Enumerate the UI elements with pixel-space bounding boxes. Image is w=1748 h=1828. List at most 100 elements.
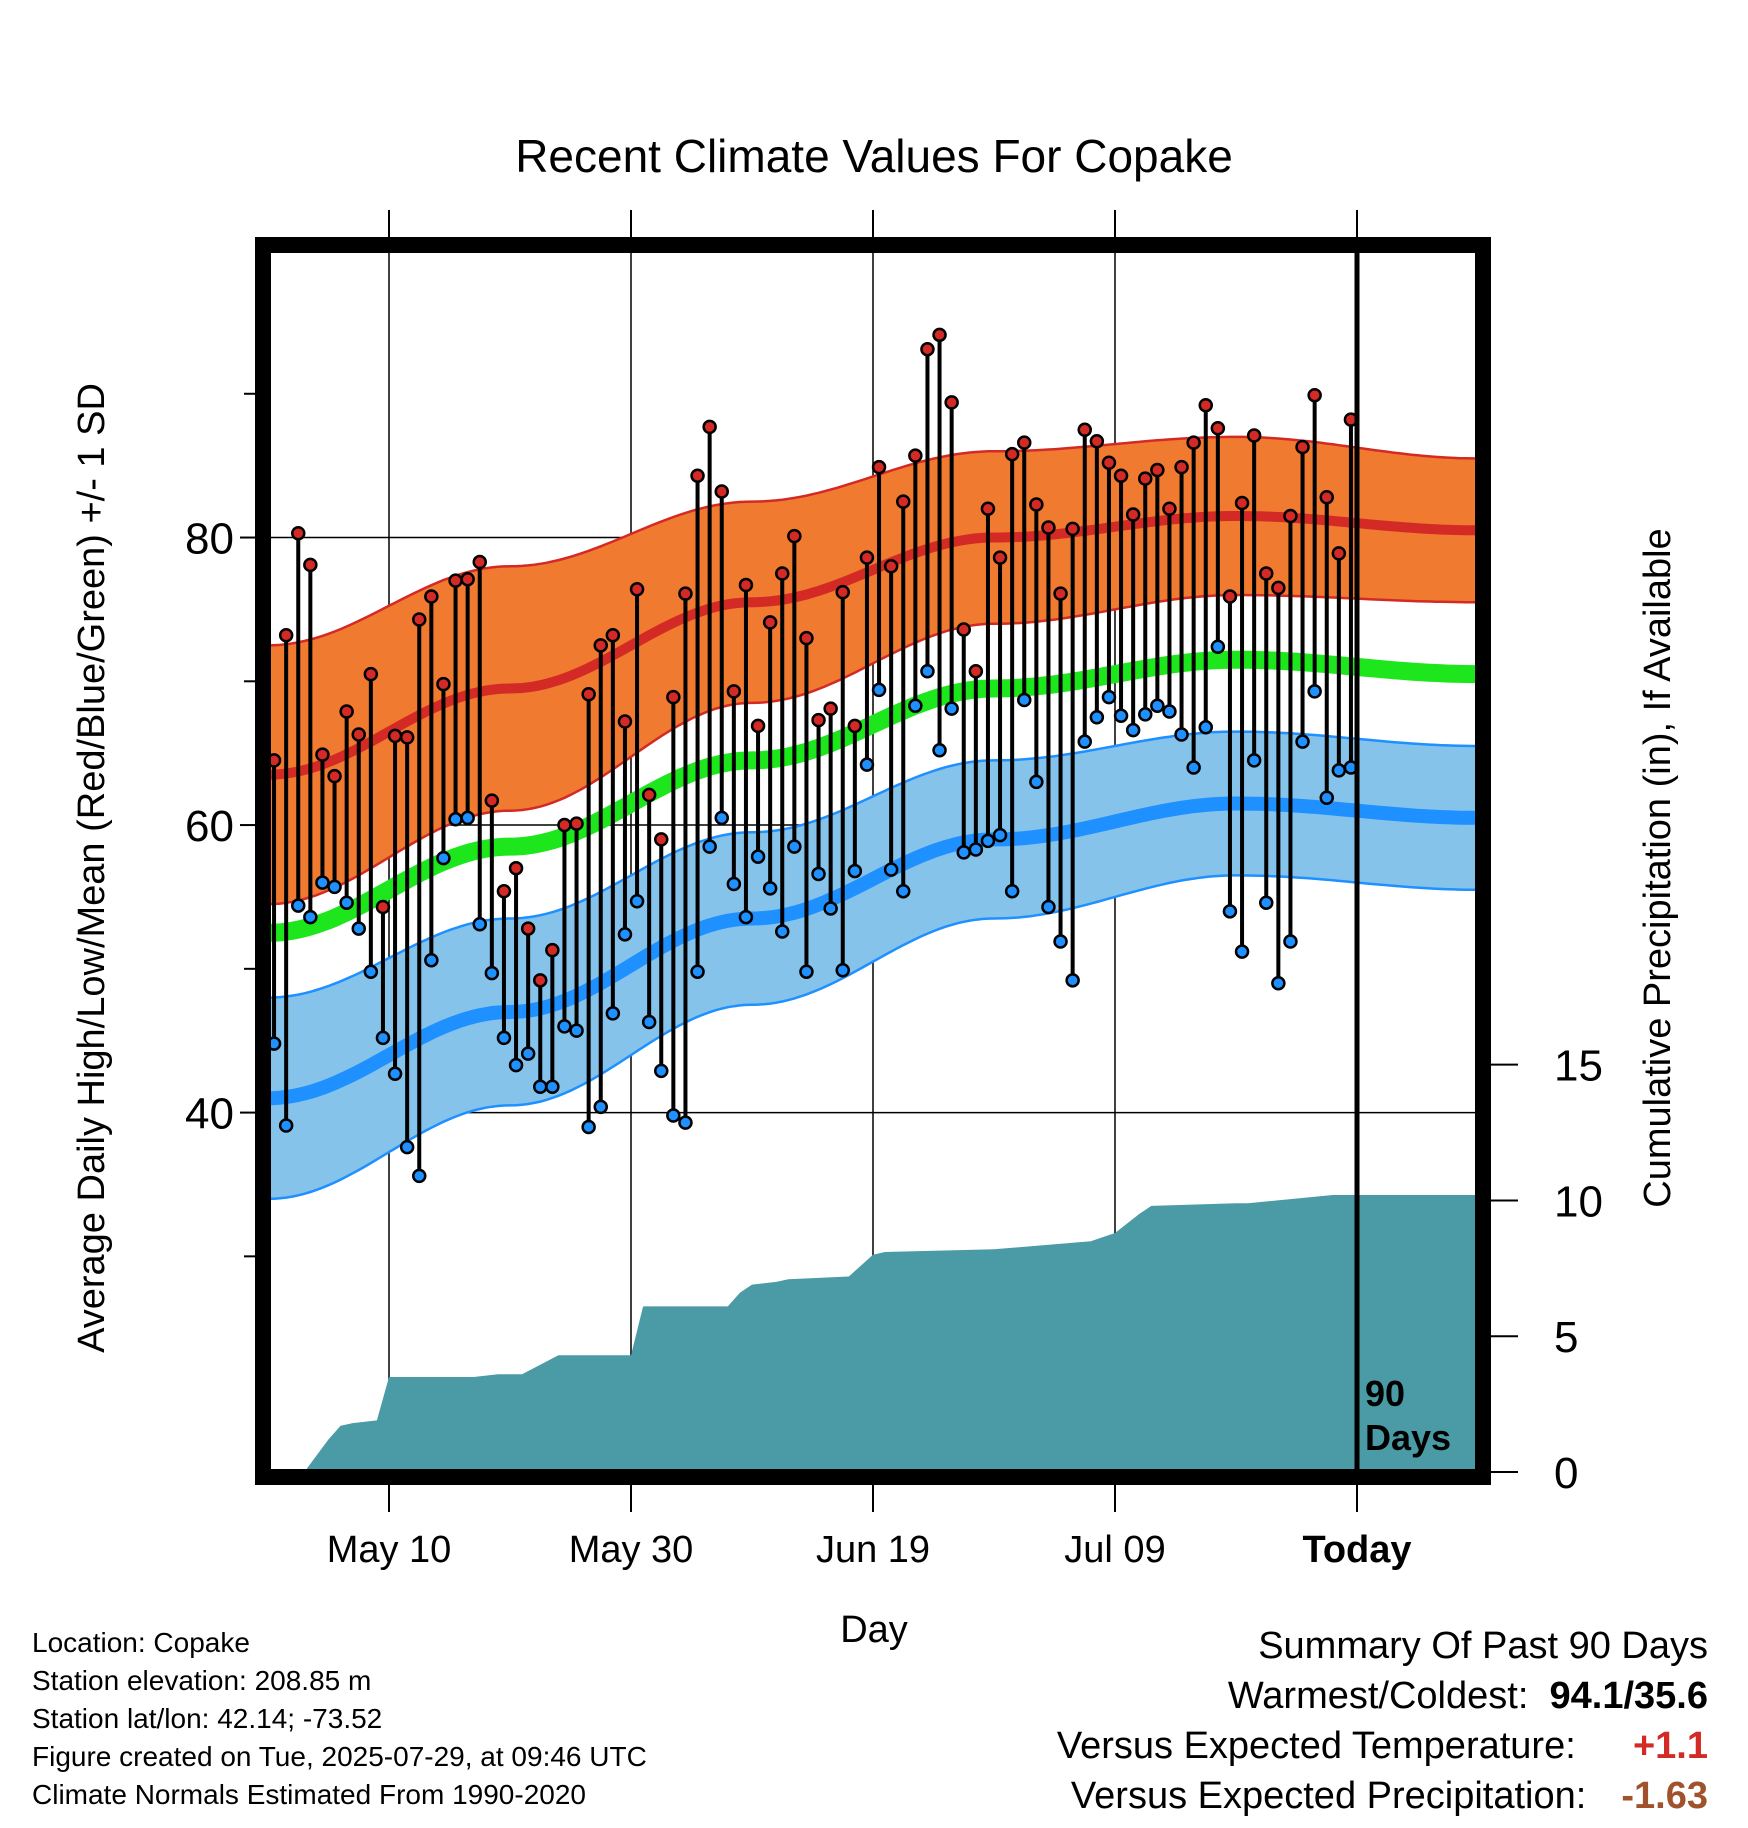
precip-value: -1.63: [1621, 1775, 1708, 1817]
daily-low-point: [1004, 883, 1020, 899]
daily-high-point: [1041, 520, 1056, 535]
temp-row: Versus Expected Temperature: +1.1: [1057, 1721, 1708, 1771]
plot-frame: [255, 237, 1491, 1485]
location-text: Location: Copake: [32, 1627, 250, 1658]
daily-low-point: [508, 1057, 524, 1073]
daily-high-point: [908, 448, 923, 463]
daily-high-point: [896, 494, 911, 509]
daily-low-point: [496, 1030, 512, 1046]
daily-high-point: [363, 666, 379, 682]
daily-low-point: [1234, 944, 1250, 959]
daily-low-point: [775, 924, 790, 939]
daily-high-point: [1222, 589, 1238, 604]
daily-low-point: [303, 909, 318, 925]
daily-high-point: [339, 704, 354, 719]
daily-low-point: [1053, 934, 1068, 949]
daily-low-point: [1186, 760, 1201, 775]
daily-low-point: [992, 827, 1008, 843]
daily-low-point: [545, 1079, 560, 1094]
daily-low-point: [327, 879, 342, 895]
high-sd-band: [268, 436, 1478, 905]
daily-high-point: [1210, 421, 1226, 436]
daily-high-point: [533, 973, 548, 988]
warmest-value: 94.1/35.6: [1549, 1675, 1708, 1717]
daily-low-point: [1295, 734, 1310, 749]
daily-high-point: [448, 573, 463, 588]
daily-low-point: [1283, 934, 1298, 949]
daily-low-point: [387, 1066, 403, 1082]
daily-low-point: [593, 1099, 608, 1115]
daily-high-point: [1319, 490, 1334, 505]
y-axis-label: Average Daily High/Low/Mean (Red/Blue/Gr…: [71, 383, 113, 1353]
daily-low-point: [569, 1023, 584, 1038]
daily-high-point: [641, 787, 657, 803]
daily-high-point: [992, 550, 1008, 565]
daily-low-point: [787, 839, 802, 854]
daily-low-point: [520, 1046, 536, 1061]
daily-low-point: [859, 757, 875, 772]
daily-low-point: [702, 839, 717, 854]
daily-low-point: [1113, 708, 1129, 724]
daily-low-point: [738, 909, 754, 925]
daily-high-point: [690, 468, 705, 483]
daily-low-point: [847, 863, 863, 879]
daily-low-point: [484, 965, 500, 981]
daily-high-point: [291, 525, 306, 541]
daily-high-point: [508, 860, 524, 876]
daily-low-point: [1089, 709, 1105, 725]
daily-low-point: [436, 850, 451, 866]
y2-tick-label: 10: [1554, 1177, 1603, 1226]
daily-low-point: [472, 917, 487, 932]
daily-low-point: [448, 812, 463, 827]
daily-low-point: [1222, 904, 1238, 919]
daily-high-point: [1186, 435, 1201, 450]
daily-high-point: [581, 686, 596, 702]
daily-low-point: [823, 901, 838, 916]
daily-high-point: [702, 419, 717, 435]
daily-high-point: [593, 638, 608, 653]
daily-high-point: [666, 689, 681, 705]
daily-high-point: [750, 718, 766, 734]
y2-axis-label: Cumulative Precipitation (in), If Availa…: [1637, 528, 1679, 1207]
daily-low-point: [726, 876, 742, 892]
daily-high-point: [920, 341, 935, 357]
precip-area: [304, 1195, 1478, 1472]
low-band-upper-edge: [268, 730, 1478, 999]
low-band-lower-edge: [268, 874, 1478, 1201]
daily-low-point: [1174, 727, 1189, 742]
daily-high-point: [327, 768, 342, 784]
daily-low-point: [1125, 722, 1141, 738]
normal-mean-line: [268, 650, 1478, 942]
daily-high-point: [1004, 446, 1020, 462]
daily-low-point: [1138, 707, 1153, 722]
daily-high-point: [835, 584, 850, 600]
x-tick-label: May 30: [569, 1529, 694, 1571]
daily-high-point: [496, 883, 512, 899]
daily-high-point: [847, 718, 863, 734]
daily-high-point: [1113, 468, 1129, 483]
daily-high-point: [1283, 508, 1298, 524]
daily-high-point: [557, 817, 572, 833]
daily-low-point: [1259, 895, 1274, 910]
daily-high-point: [678, 586, 693, 601]
daily-high-point: [714, 484, 729, 499]
daily-high-point: [1162, 501, 1177, 517]
daily-low-point: [1017, 692, 1032, 708]
daily-low-point: [1307, 684, 1322, 699]
daily-low-point: [424, 952, 439, 968]
daily-high-point: [1234, 495, 1250, 511]
daily-low-point: [375, 1030, 391, 1046]
daily-high-point: [1307, 387, 1322, 403]
daily-low-point: [629, 894, 645, 909]
y-tick-label: 80: [185, 515, 234, 564]
x-axis-label: Day: [840, 1609, 908, 1651]
daily-high-point: [1198, 398, 1213, 413]
daily-low-point: [412, 1168, 427, 1184]
summary-title: Summary Of Past 90 Days: [1258, 1625, 1708, 1667]
y2-tick-label: 0: [1554, 1449, 1578, 1498]
daily-low-point: [750, 849, 766, 864]
daily-high-point: [944, 395, 959, 410]
daily-high-point: [726, 684, 742, 699]
daily-high-point: [787, 528, 802, 544]
